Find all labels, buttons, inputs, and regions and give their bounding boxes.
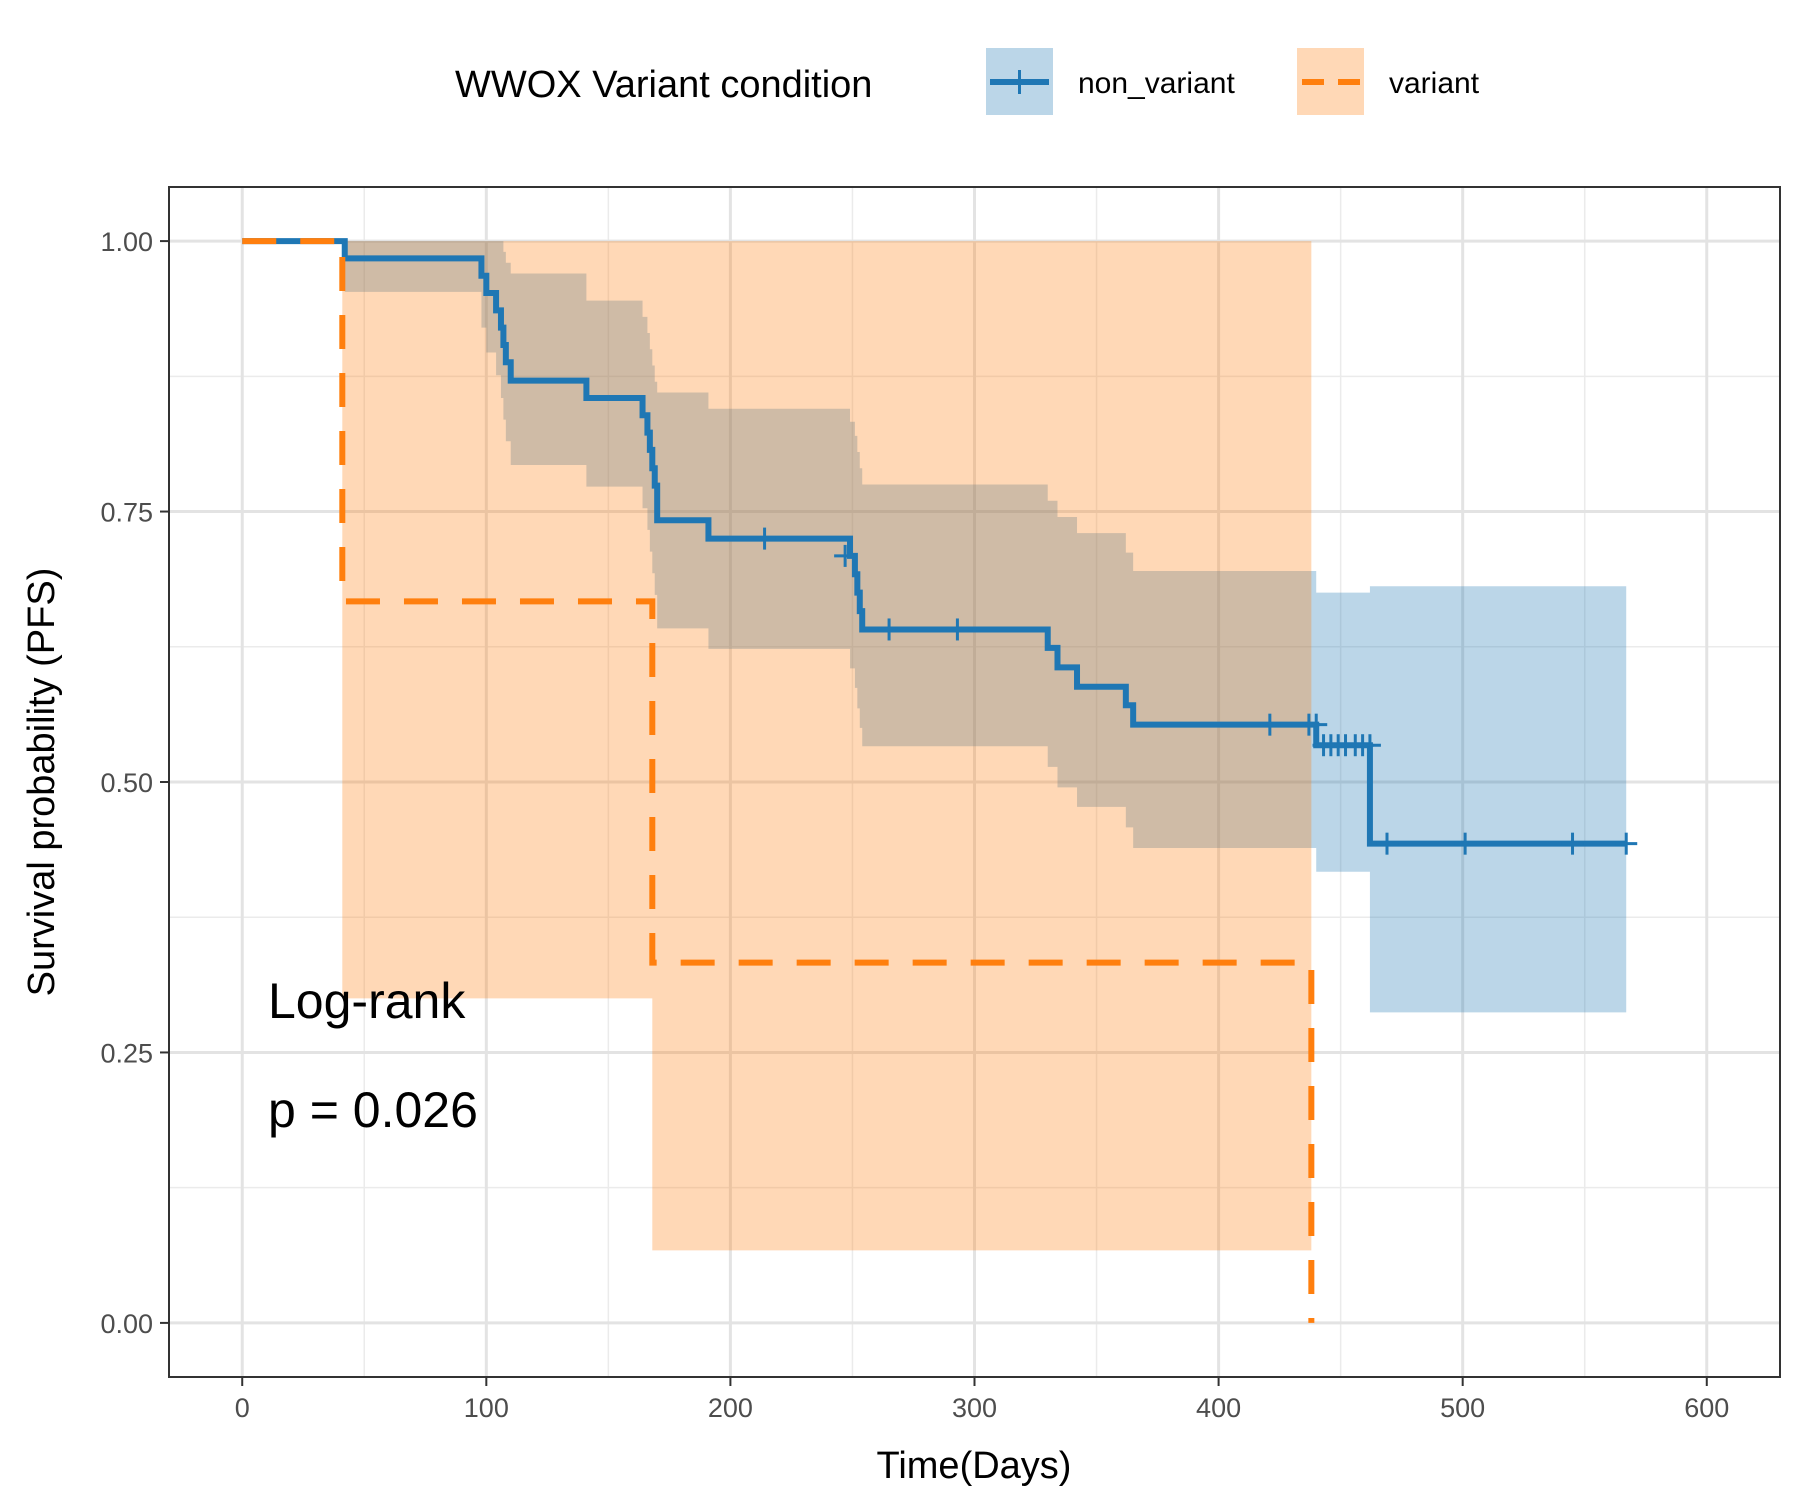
legend-label-non-variant: non_variant	[1078, 67, 1235, 100]
x-tick-label: 100	[464, 1393, 509, 1423]
y-axis: 0.00 0.25 0.50 0.75 1.00	[100, 227, 169, 1339]
x-tick-label: 0	[235, 1393, 250, 1423]
annotation-log-rank: Log-rank	[268, 973, 466, 1029]
legend-label-variant: variant	[1389, 67, 1480, 100]
plot-panel	[168, 186, 1781, 1378]
x-tick-label: 300	[952, 1393, 997, 1423]
y-tick-label: 0.25	[100, 1038, 153, 1068]
x-tick-label: 400	[1196, 1393, 1241, 1423]
censor-marks	[753, 527, 1638, 855]
curve-variant	[242, 238, 1315, 1323]
y-tick-label: 0.00	[100, 1309, 153, 1339]
y-tick-label: 0.50	[100, 768, 153, 798]
ci-band-variant	[242, 241, 1312, 1251]
y-tick-label: 0.75	[100, 498, 153, 528]
survival-curves	[242, 238, 1627, 1323]
legend-title: WWOX Variant condition	[455, 64, 872, 106]
annotation-p-value: p = 0.026	[268, 1082, 478, 1138]
gridlines	[169, 187, 1780, 1377]
curve-non-variant	[242, 238, 1627, 847]
legend: WWOX Variant condition non_variant varia…	[455, 48, 1480, 115]
x-tick-label: 200	[708, 1393, 753, 1423]
x-axis: 0 100 200 300 400 500 600	[235, 1377, 1729, 1423]
x-tick-label: 500	[1440, 1393, 1485, 1423]
x-tick-label: 600	[1684, 1393, 1729, 1423]
x-axis-title: Time(Days)	[877, 1445, 1072, 1487]
y-tick-label: 1.00	[100, 227, 153, 257]
y-axis-title: Survival probability (PFS)	[21, 568, 63, 997]
